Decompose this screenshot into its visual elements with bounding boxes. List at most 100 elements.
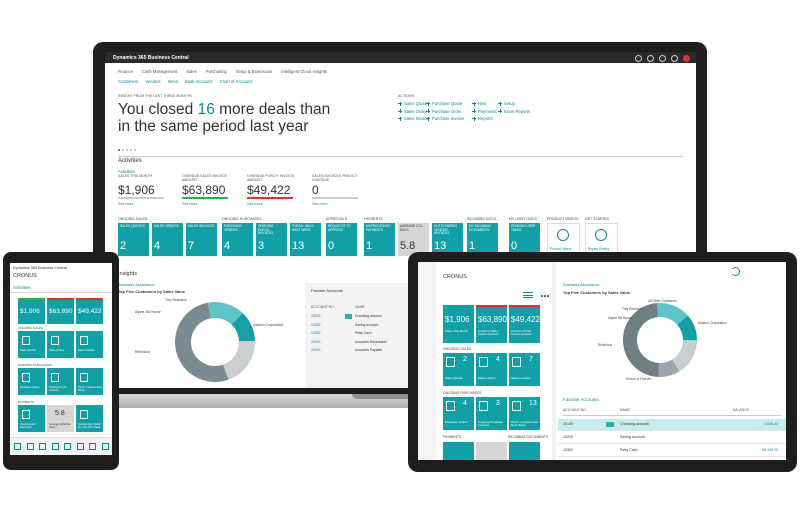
accounts-title: Favorite Accounts [311,288,343,293]
accounts-header: ACCOUNT NO. [563,408,587,412]
laptop-donut [175,302,255,382]
action-link[interactable]: Purchase Quote [426,101,462,106]
nav-icon[interactable] [101,443,109,450]
tile-group-title: ONGOING PURCHASES [222,217,262,221]
nav-icon[interactable] [76,443,84,450]
nav-icon[interactable] [64,443,71,450]
insight-caption: INSIGHT FROM THE LAST THREE MONTHS [118,94,192,98]
action-link[interactable]: Sales Order [398,109,426,114]
tile-group-title: APPROVALS [326,217,347,221]
nav-icon[interactable] [89,443,96,450]
tile-label: Purch. Invoices Next Week [78,386,102,392]
chart-label: All Other Customers [648,299,677,303]
cue-link: See more [118,202,134,206]
tile-label: Sales Orders [478,376,496,380]
menu-item: Setup & Extensions [235,69,273,74]
laptop-notch [352,394,448,399]
nav-icon[interactable] [26,443,34,450]
menu-bar: Finance Cash Management Sales Purchasing Set… [118,69,327,74]
tile: ONGOING PURCH. INVOICES 3 [256,223,287,256]
chart-label: Adatum Corporation [253,323,284,327]
action-link[interactable]: Payments [472,109,497,114]
action-link[interactable]: Purchase Invoice [426,116,464,121]
account-balance: 1,626.40 [764,422,778,426]
cue-label: Sales This Month [445,329,469,333]
tile [476,442,507,460]
chart-title: Top Five Customers by Sales Value [563,290,631,295]
cue-value: $63,890 [478,315,507,324]
tile-label: OUTSTANDING VENDOR INVOICES [434,224,457,236]
cue-value: $1,906 [20,308,40,315]
action-link[interactable]: Setup [498,101,515,106]
tile: 3 Ongoing Purchase Invoices [476,397,507,430]
tile-icon [479,401,488,411]
menu-item: Cash Management [141,69,178,74]
action-link[interactable]: Sales Invoice [398,116,429,121]
tile-icon [22,373,30,382]
tile: 5.8 Average Collection Days [47,405,74,432]
divider [10,292,112,293]
cue-bar [118,197,164,199]
tile: Sales Quotes [18,331,45,358]
tile: MY INCOMING DOCUMENTS 1 [467,223,498,256]
tile-label: Average Collection Days [49,423,71,429]
account-no: 20100 [311,348,321,352]
account-name: Accounts Receivable [355,339,387,344]
nav-icon[interactable] [51,443,59,450]
row-marker [606,422,614,427]
bottom-bar [10,437,112,455]
row-marker [345,314,352,319]
action-link[interactable]: Purchase Order [426,109,462,114]
tile-icon [51,336,59,345]
nav-icon[interactable] [39,443,46,450]
tile-value: 13 [434,240,447,252]
account-row [558,432,786,444]
tile-group-title: ONGOING SALES [118,217,148,221]
tile-value: 3 [258,240,265,252]
refresh-icon[interactable] [731,267,740,276]
chart-label: Relecloud [598,343,613,347]
tile-value: 5.8 [400,240,416,252]
menu-item: Purchasing [205,69,227,74]
play-icon [557,229,569,241]
tile-label: Sales Orders [49,349,65,352]
tile: SALES ORDERS 4 [152,223,183,256]
tile-icon [512,357,521,367]
pager-dot [122,149,124,151]
top-icon [659,55,666,62]
tile-value: 1 [366,240,373,252]
action-link[interactable]: Sales Quote [398,101,427,106]
nav-icon[interactable] [14,443,21,450]
tile-caption: Replay Getting... [588,247,612,251]
tile-group-title: PRODUCT VIDEOS [547,217,579,221]
tile: SALES INVOICES 7 [186,223,217,256]
cue-label: SALES INVOICES PREDICT. OVERDUE [312,174,358,182]
menu-icon [523,294,533,296]
tile-label: Ongoing Purchase Invoices [478,420,503,428]
chart-label: Trey Research [165,298,188,302]
tile-value: 4 [496,356,500,363]
tile-value: 0 [328,240,335,252]
account-name: Petty Cash [355,331,372,335]
tile-value: 13 [529,400,537,407]
assist-title: Business Assistance [563,282,600,287]
cue-link: See more [247,202,263,206]
cue-tile: $49,422 [76,298,103,324]
tile-value: 5.8 [55,410,65,417]
tile-value: 0 [511,240,518,252]
action-link[interactable]: New [472,101,486,106]
tile-icon [446,357,455,367]
tile: AVERAGE COL. DAYS 5.8 [398,223,429,256]
tile-value: 1 [469,240,476,252]
tablet-screen: CRONUS $1,906 Sales This Month $63,890 Overd… [418,262,786,460]
tile-icon [446,401,455,411]
tile-group-title: MY USER TASKS [509,217,538,221]
tile-label: UNPROCESSED PAYMENTS [366,224,391,232]
tile-icon [51,373,59,382]
action-link[interactable]: Excel Reports [498,109,530,114]
tile-label: Ongoing Purch. Invoices [49,386,68,392]
tile-label: AVERAGE COL. DAYS [400,224,424,232]
tile-label: Sales Invoices [511,376,531,380]
tile: PURCHASE ORDERS 4 [222,223,253,256]
action-link[interactable]: Reports [472,116,493,121]
